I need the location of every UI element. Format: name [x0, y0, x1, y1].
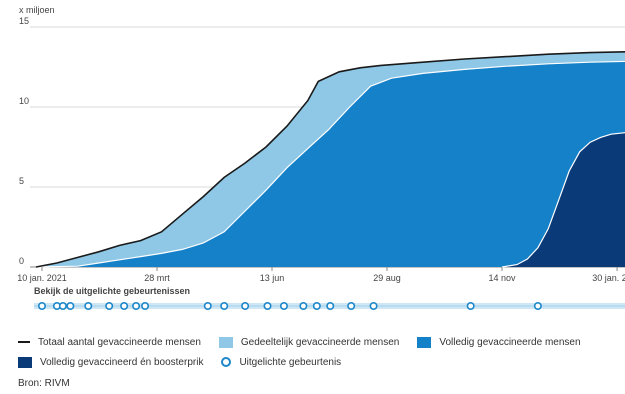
y-tick-label-5: 5 — [19, 176, 24, 186]
legend-swatch-booster-icon — [18, 356, 32, 368]
legend-item-full: Volledig gevaccineerde mensen — [417, 336, 581, 348]
event-marker-16 — [326, 301, 335, 310]
events-title: Bekijk de uitgelichte gebeurtenissen — [34, 286, 190, 296]
legend-event-ring-icon — [221, 357, 232, 367]
area-full-edge — [35, 60, 625, 268]
event-marker-10 — [220, 301, 229, 310]
event-marker-0 — [37, 301, 46, 310]
event-marker-8 — [141, 301, 150, 310]
event-marker-13 — [279, 301, 288, 310]
event-marker-5 — [105, 301, 114, 310]
area-booster — [502, 132, 625, 267]
legend-label-event: Uitgelichte gebeurtenis — [239, 356, 342, 368]
legend-label-booster: Volledig gevaccineerd én boosterprik — [40, 356, 204, 368]
y-tick-label-15: 15 — [19, 16, 29, 26]
legend-label-partial: Gedeeltelijk gevaccineerde mensen — [240, 336, 400, 348]
chart-areas — [35, 51, 625, 268]
event-marker-3 — [66, 301, 75, 310]
event-marker-14 — [299, 301, 308, 310]
legend-label-total: Totaal aantal gevaccineerde mensen — [38, 336, 201, 348]
x-tick-label-4: 14 nov — [489, 273, 517, 283]
y-unit-label: x miljoen — [19, 5, 55, 15]
area-booster-edge — [501, 132, 625, 268]
event-marker-4 — [84, 301, 93, 310]
x-tick-label-3: 29 aug — [373, 273, 401, 283]
x-tick-label-1: 28 mrt — [144, 273, 170, 283]
chart-legend: Totaal aantal gevaccineerde mensen Gedee… — [18, 332, 618, 372]
series-line-total — [35, 51, 625, 268]
legend-swatch-full-icon — [417, 336, 432, 348]
y-tick-label-10: 10 — [19, 96, 29, 106]
event-marker-2 — [58, 301, 67, 310]
legend-item-event: Uitgelichte gebeurtenis — [221, 357, 341, 368]
event-marker-7 — [132, 301, 141, 310]
event-marker-15 — [312, 301, 321, 310]
legend-item-partial: Gedeeltelijk gevaccineerde mensen — [218, 336, 400, 348]
legend-label-full: Volledig gevaccineerde mensen — [439, 336, 581, 348]
legend-item-total: Totaal aantal gevaccineerde mensen — [18, 337, 201, 348]
event-marker-11 — [241, 301, 250, 310]
legend-item-booster: Volledig gevaccineerd én boosterprik — [18, 356, 204, 368]
x-tick-label-5: 30 jan. 2022 — [592, 273, 625, 283]
legend-line-icon — [18, 341, 30, 343]
area-full — [36, 61, 625, 267]
event-marker-17 — [347, 301, 356, 310]
event-marker-18 — [369, 301, 378, 310]
legend-row-2: Volledig gevaccineerd én boosterprik Uit… — [18, 352, 618, 372]
legend-row-1: Totaal aantal gevaccineerde mensen Gedee… — [18, 332, 618, 352]
event-marker-12 — [263, 301, 272, 310]
legend-swatch-partial-icon — [218, 336, 233, 348]
events-track: Bekijk de uitgelichte gebeurtenissen — [34, 286, 625, 310]
source-note: Bron: RIVM — [18, 378, 70, 389]
event-marker-9 — [203, 301, 212, 310]
x-tick-label-2: 13 jun — [260, 273, 285, 283]
x-tick-label-0: 10 jan. 2021 — [17, 273, 67, 283]
vaccination-chart: x miljoen 0 5 10 15 10 jan. 2021 28 mrt 13 jun 2… — [17, 5, 625, 310]
chart-axes: x miljoen 0 5 10 15 10 jan. 2021 28 mrt 13 jun 2… — [17, 5, 625, 283]
event-marker-19 — [466, 301, 475, 310]
event-marker-6 — [120, 301, 129, 310]
event-marker-20 — [533, 301, 542, 310]
y-tick-label-0: 0 — [19, 256, 24, 266]
